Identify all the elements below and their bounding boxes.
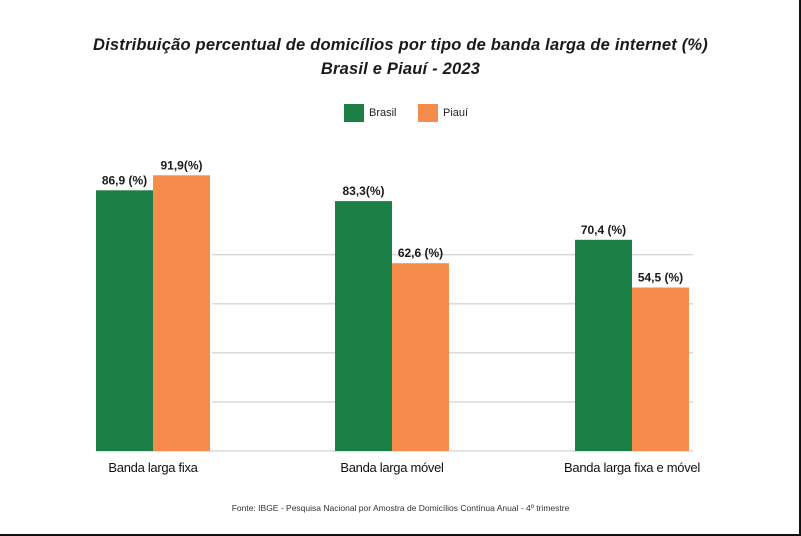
bar-brasil [575, 239, 632, 451]
legend-item-piaui: Piauí [418, 104, 468, 122]
bar-brasil [335, 201, 392, 451]
legend-label-piaui: Piauí [443, 107, 469, 119]
chart-subtitle: Brasil e Piauí - 2023 [320, 60, 481, 78]
data-label: 91,9(%) [160, 158, 202, 172]
legend-swatch-piaui [418, 104, 438, 122]
legend-swatch-brasil [344, 104, 364, 122]
bar-piaui [632, 287, 689, 451]
category-label: Banda larga fixa e móvel [564, 460, 700, 475]
bar-piaui [153, 175, 210, 452]
chart-title: Distribuição percentual de domicílios po… [93, 36, 708, 54]
data-label: 62,6 (%) [398, 246, 443, 260]
legend-item-brasil: Brasil [344, 104, 397, 122]
data-label: 70,4 (%) [581, 223, 626, 237]
bar-brasil [96, 190, 153, 452]
category-label: Banda larga móvel [340, 460, 444, 475]
source-note: Fonte: IBGE - Pesquisa Nacional por Amos… [231, 503, 570, 513]
bar-piaui [392, 263, 449, 451]
data-label: 54,5 (%) [638, 271, 683, 285]
legend-label-brasil: Brasil [369, 107, 397, 119]
data-label: 86,9 (%) [102, 173, 147, 187]
data-label: 83,3(%) [342, 184, 384, 198]
category-label: Banda larga fixa [108, 460, 198, 475]
